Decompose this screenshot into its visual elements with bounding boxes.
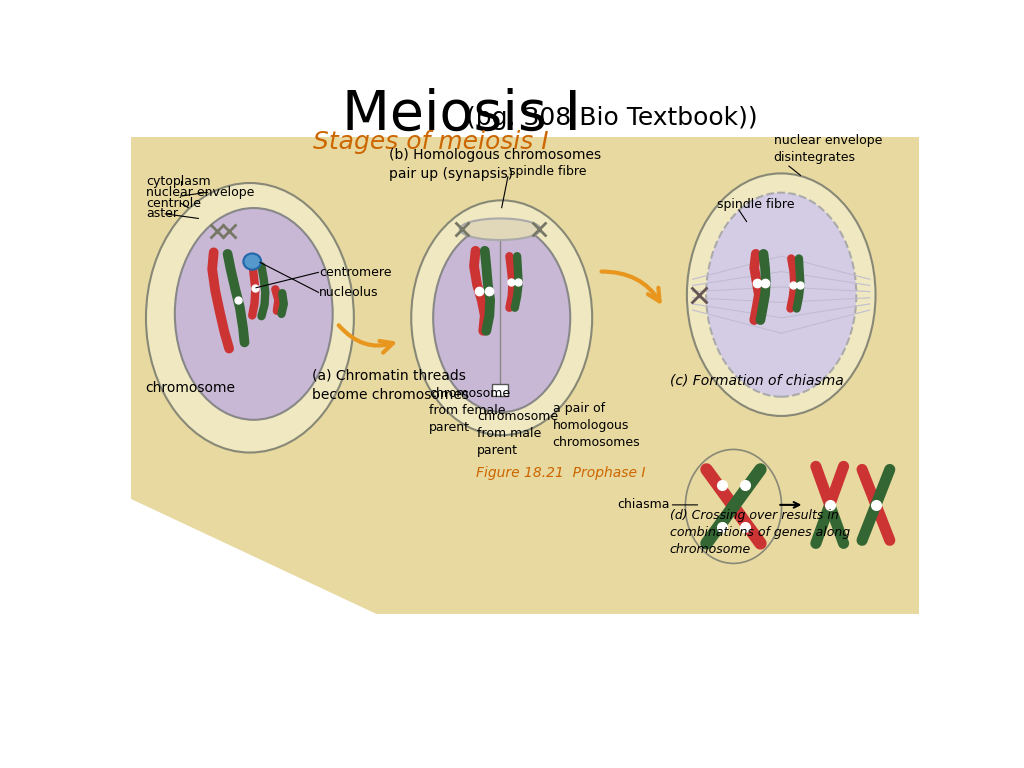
FancyBboxPatch shape: [131, 92, 920, 137]
Ellipse shape: [175, 208, 333, 420]
Text: aster: aster: [146, 207, 178, 220]
Text: chromosome: chromosome: [145, 382, 236, 396]
Text: nucleolus: nucleolus: [319, 286, 379, 299]
Text: nuclear envelope
disintegrates: nuclear envelope disintegrates: [773, 134, 882, 164]
Text: Stages of meiosis I: Stages of meiosis I: [313, 131, 549, 154]
Text: (d) Crossing over results in
combinations of genes along
chromosome: (d) Crossing over results in combination…: [670, 508, 850, 555]
Text: spindle fibre: spindle fibre: [509, 165, 587, 178]
Ellipse shape: [707, 193, 856, 397]
Ellipse shape: [460, 218, 541, 240]
Text: cytoplasm: cytoplasm: [146, 175, 211, 188]
FancyBboxPatch shape: [493, 384, 508, 396]
Text: chiasma: chiasma: [617, 498, 670, 511]
Text: spindle fibre: spindle fibre: [717, 197, 795, 210]
Text: (pg. 308 Bio Textbook)): (pg. 308 Bio Textbook)): [466, 105, 758, 130]
FancyBboxPatch shape: [131, 106, 920, 614]
FancyArrowPatch shape: [339, 326, 393, 353]
Ellipse shape: [412, 200, 592, 435]
Text: Figure 18.21  Prophase I: Figure 18.21 Prophase I: [475, 466, 645, 480]
Text: centriole: centriole: [146, 197, 201, 210]
Text: chromosome
from male
parent: chromosome from male parent: [477, 410, 558, 457]
Text: chromosome
from female
parent: chromosome from female parent: [429, 387, 510, 434]
Text: Meiosis I: Meiosis I: [342, 88, 582, 142]
Ellipse shape: [244, 253, 261, 270]
Ellipse shape: [433, 223, 570, 412]
Polygon shape: [131, 498, 377, 614]
Text: (b) Homologous chromosomes
pair up (synapsis): (b) Homologous chromosomes pair up (syna…: [388, 148, 601, 181]
FancyArrowPatch shape: [601, 272, 659, 301]
Text: (c) Formation of chiasma: (c) Formation of chiasma: [670, 374, 844, 388]
Text: (a) Chromatin threads
become chromosomes: (a) Chromatin threads become chromosomes: [311, 368, 469, 402]
Text: centromere: centromere: [319, 266, 392, 279]
Ellipse shape: [687, 174, 876, 416]
Ellipse shape: [146, 183, 354, 452]
Text: nuclear envelope: nuclear envelope: [146, 186, 254, 199]
Text: a pair of
homologous
chromosomes: a pair of homologous chromosomes: [553, 402, 640, 449]
